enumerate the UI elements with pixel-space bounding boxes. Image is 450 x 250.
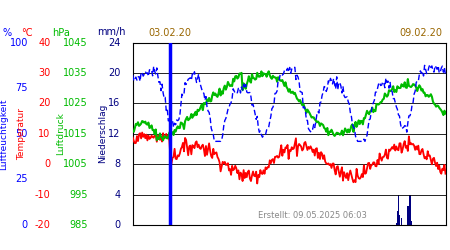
Text: %: % [2,28,11,38]
Text: 25: 25 [15,174,28,184]
Text: 0: 0 [114,220,121,230]
Text: °C: °C [22,28,33,38]
Text: 03.02.20: 03.02.20 [148,28,191,38]
Text: 1035: 1035 [63,68,88,78]
Text: 50: 50 [15,129,28,139]
Text: 1015: 1015 [63,129,88,139]
Text: 10: 10 [38,129,50,139]
Text: hPa: hPa [52,28,70,38]
Text: 100: 100 [9,38,28,48]
Text: 40: 40 [38,38,50,48]
Bar [398,195,399,225]
Text: Temperatur: Temperatur [17,108,26,160]
Text: 20: 20 [38,98,50,108]
Bar [409,195,411,225]
Text: 30: 30 [38,68,50,78]
Text: 1045: 1045 [63,38,88,48]
Bar [401,218,402,225]
Text: 1005: 1005 [63,159,88,169]
Bar [396,223,397,225]
Bar [399,215,400,225]
Text: mm/h: mm/h [97,28,125,38]
Text: 0: 0 [22,220,28,230]
Bar [410,222,412,225]
Text: 24: 24 [108,38,121,48]
Text: 8: 8 [114,159,121,169]
Text: 20: 20 [108,68,121,78]
Text: 1025: 1025 [63,98,88,108]
Text: Niederschlag: Niederschlag [98,104,107,164]
Text: 12: 12 [108,129,121,139]
Text: Luftfeuchtigkeit: Luftfeuchtigkeit [0,98,8,170]
Text: Erstellt: 09.05.2025 06:03: Erstellt: 09.05.2025 06:03 [258,210,367,220]
Text: 16: 16 [108,98,121,108]
Text: -10: -10 [35,190,50,200]
Text: 75: 75 [15,83,28,93]
Text: Luftdruck: Luftdruck [56,112,65,155]
Text: 4: 4 [114,190,121,200]
Text: 0: 0 [44,159,50,169]
Text: 995: 995 [69,190,88,200]
Text: 09.02.20: 09.02.20 [399,28,442,38]
Text: 985: 985 [69,220,88,230]
Bar [396,211,398,225]
Bar [407,206,409,225]
Text: -20: -20 [35,220,50,230]
